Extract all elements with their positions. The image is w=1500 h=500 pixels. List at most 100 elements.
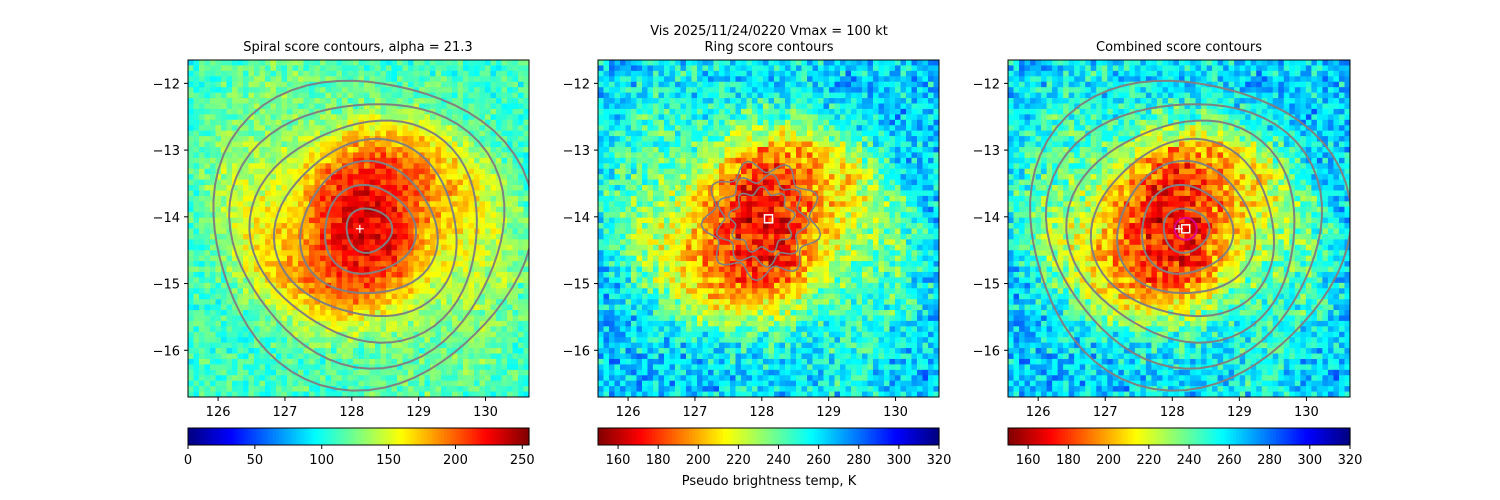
heatmap-cell [270, 179, 277, 186]
heatmap-cell [243, 81, 250, 88]
heatmap-cell [669, 141, 676, 148]
heatmap-cell [490, 277, 497, 284]
heatmap-cell [474, 244, 481, 251]
heatmap-cell [435, 108, 442, 115]
heatmap-cell [375, 304, 382, 311]
heatmap-cell [485, 87, 492, 94]
heatmap-cell [281, 310, 288, 317]
heatmap-cell [446, 358, 453, 365]
heatmap-cell [468, 250, 475, 257]
heatmap-cell [397, 70, 404, 77]
heatmap-cell [598, 146, 605, 154]
heatmap-cell [463, 255, 470, 262]
heatmap-cell [188, 217, 195, 224]
heatmap-cell [254, 179, 261, 186]
heatmap-cell [419, 141, 426, 148]
heatmap-cell [237, 277, 244, 284]
heatmap-cell [259, 348, 266, 355]
heatmap-cell [248, 190, 255, 197]
heatmap-cell [614, 315, 621, 322]
heatmap-cell [248, 87, 255, 94]
heatmap-cell [485, 174, 492, 181]
heatmap-cell [435, 380, 442, 387]
heatmap-cell [468, 271, 475, 279]
heatmap-cell [265, 326, 272, 333]
heatmap-cell [631, 130, 638, 137]
heatmap-cell [265, 375, 272, 382]
heatmap-cell [221, 337, 228, 344]
colorbar-segment [389, 428, 394, 445]
heatmap-cell [380, 223, 387, 230]
heatmap-cell [658, 190, 665, 197]
heatmap-cell [435, 212, 442, 219]
heatmap-cell [523, 282, 529, 289]
heatmap-cell [325, 261, 332, 268]
heatmap-cell [631, 70, 638, 77]
heatmap-cell [675, 174, 682, 181]
heatmap-cell [609, 146, 616, 154]
heatmap-cell [474, 239, 481, 246]
heatmap-cell [512, 223, 519, 230]
heatmap-cell [518, 60, 525, 67]
heatmap-cell [468, 310, 475, 317]
heatmap-cell [336, 271, 343, 279]
heatmap-cell [287, 288, 294, 295]
heatmap-cell [402, 250, 409, 257]
heatmap-cell [474, 157, 481, 164]
heatmap-cell [287, 201, 294, 208]
heatmap-cell [523, 304, 529, 311]
heatmap-cell [309, 60, 316, 67]
heatmap-cell [419, 212, 426, 219]
heatmap-cell [254, 369, 261, 376]
heatmap-cell [664, 358, 671, 365]
heatmap-cell [636, 320, 643, 327]
heatmap-cell [331, 326, 338, 333]
heatmap-cell [625, 174, 632, 181]
heatmap-cell [281, 217, 288, 224]
heatmap-cell [603, 375, 610, 382]
heatmap-cell [402, 223, 409, 230]
heatmap-cell [485, 217, 492, 224]
heatmap-cell [314, 315, 321, 322]
heatmap-cell [413, 380, 420, 387]
heatmap-cell [490, 358, 497, 365]
heatmap-cell [413, 244, 420, 251]
heatmap-cell [507, 375, 514, 382]
heatmap-cell [303, 185, 310, 192]
heatmap-cell [364, 163, 371, 170]
heatmap-cell [320, 277, 327, 284]
heatmap-cell [658, 233, 665, 240]
heatmap-cell [309, 217, 316, 224]
heatmap-cell [303, 103, 310, 110]
heatmap-cell [347, 87, 354, 94]
heatmap-cell [303, 87, 310, 94]
heatmap-cell [430, 266, 437, 273]
heatmap-cell [680, 76, 687, 83]
heatmap-cell [653, 277, 660, 284]
heatmap-cell [397, 223, 404, 230]
heatmap-cell [402, 136, 409, 143]
heatmap-cell [419, 168, 426, 175]
heatmap-cell [463, 342, 470, 349]
heatmap-cell [424, 206, 431, 213]
heatmap-cell [620, 342, 627, 349]
heatmap-cell [259, 108, 266, 115]
heatmap-cell [237, 185, 244, 192]
heatmap-cell [609, 130, 616, 137]
heatmap-cell [424, 282, 431, 289]
heatmap-cell [446, 228, 453, 235]
heatmap-cell [457, 255, 464, 262]
heatmap-cell [281, 92, 288, 99]
heatmap-cell [320, 288, 327, 295]
colorbar-segment [259, 428, 263, 445]
heatmap-cell [243, 288, 250, 295]
heatmap-cell [358, 261, 365, 268]
heatmap-cell [298, 375, 305, 382]
heatmap-cell [270, 190, 277, 197]
heatmap-cell [603, 65, 610, 72]
heatmap-cell [353, 201, 360, 208]
heatmap-cell [303, 386, 310, 393]
heatmap-cell [265, 299, 272, 306]
heatmap-cell [215, 282, 222, 289]
heatmap-cell [314, 217, 321, 224]
